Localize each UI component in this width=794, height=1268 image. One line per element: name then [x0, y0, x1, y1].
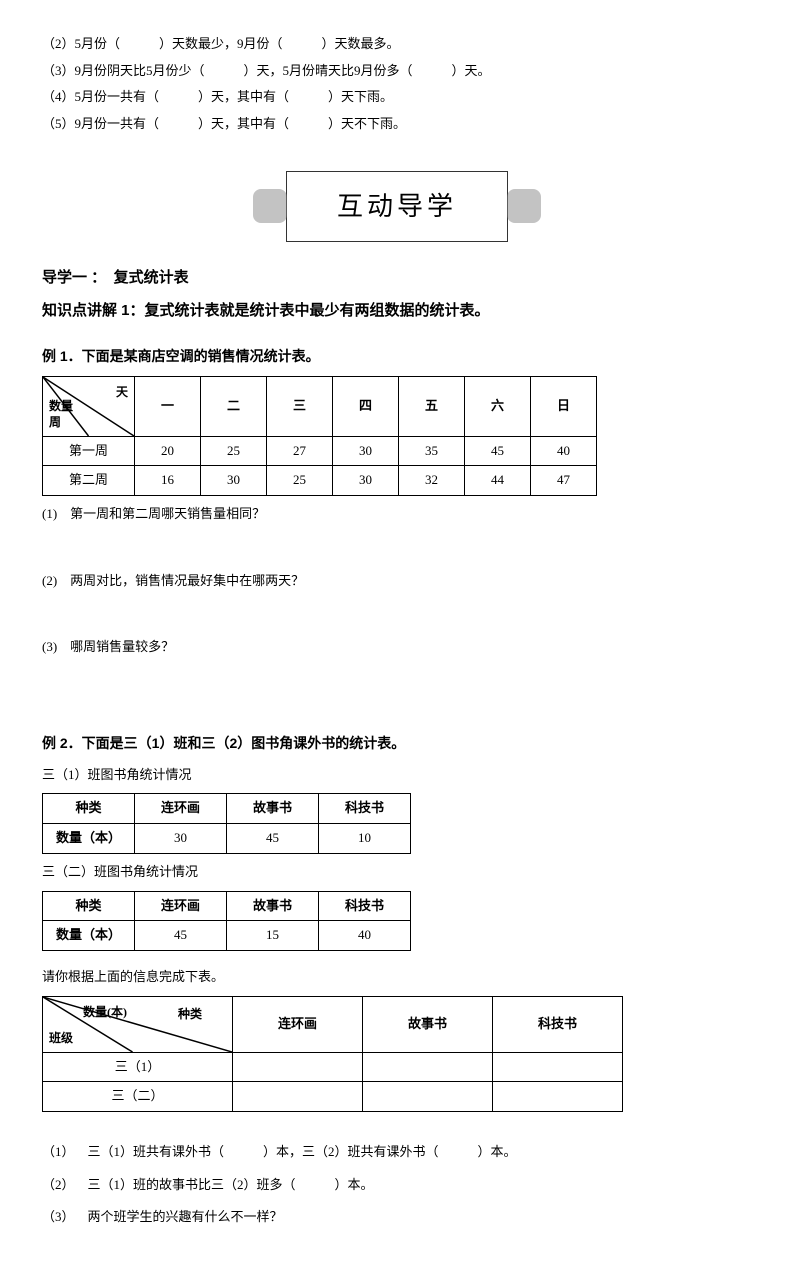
day-header: 六	[465, 376, 531, 436]
ex2-caption2: 三（二）班图书角统计情况	[42, 860, 752, 885]
blank-cell[interactable]	[233, 1082, 363, 1112]
day-header: 五	[399, 376, 465, 436]
col-header: 连环画	[233, 996, 363, 1052]
class2-table: 种类 连环画 故事书 科技书 数量（本） 45 15 40	[42, 891, 411, 951]
cell: 45	[465, 436, 531, 466]
combine-corner-right: 种类	[178, 1003, 202, 1026]
cell: 44	[465, 466, 531, 496]
knowledge-point-1: 知识点讲解 1：复式统计表就是统计表中最少有两组数据的统计表。	[42, 297, 752, 326]
ex1-q1: (1) 第一周和第二周哪天销售量相同？	[42, 502, 752, 527]
col-header: 故事书	[363, 996, 493, 1052]
corner-top: 天	[116, 381, 128, 404]
day-header: 四	[333, 376, 399, 436]
row-label: 数量（本）	[43, 921, 135, 951]
ex2-q1: （1） 三（1）班共有课外书（ ）本，三（2）班共有课外书（ ）本。	[42, 1140, 752, 1165]
cell: 32	[399, 466, 465, 496]
example2-title: 例 2．下面是三（1）班和三（2）图书角课外书的统计表。	[42, 730, 752, 757]
day-header: 一	[135, 376, 201, 436]
fill-blank-4: （4）5月份一共有（ ）天，其中有（ ）天下雨。	[42, 85, 752, 110]
blank-cell[interactable]	[233, 1052, 363, 1082]
table-row: 第二周 16 30 25 30 32 44 47	[43, 466, 597, 496]
cell: 40	[531, 436, 597, 466]
col-header: 种类	[43, 794, 135, 824]
ex1-q2: (2) 两周对比，销售情况最好集中在哪两天？	[42, 569, 752, 594]
ex2-q3: （3） 两个班学生的兴趣有什么不一样？	[42, 1205, 752, 1230]
day-header: 二	[201, 376, 267, 436]
blank-cell[interactable]	[493, 1052, 623, 1082]
cell: 30	[201, 466, 267, 496]
cell: 40	[319, 921, 411, 951]
row-label: 第二周	[43, 466, 135, 496]
cell: 45	[135, 921, 227, 951]
corner-bottom: 周	[49, 411, 61, 434]
col-header: 科技书	[319, 891, 411, 921]
ex2-q2: （2） 三（1）班的故事书比三（2）班多（ ）本。	[42, 1173, 752, 1198]
fill-blank-5: （5）9月份一共有（ ）天，其中有（ ）天不下雨。	[42, 112, 752, 137]
ex2-prompt: 请你根据上面的信息完成下表。	[42, 965, 752, 990]
example1-title: 例 1．下面是某商店空调的销售情况统计表。	[42, 343, 752, 370]
col-header: 种类	[43, 891, 135, 921]
combine-corner-bottom: 班级	[49, 1027, 73, 1050]
col-header: 科技书	[319, 794, 411, 824]
cell: 25	[267, 466, 333, 496]
section-banner: 互动导学	[286, 171, 508, 242]
cell: 35	[399, 436, 465, 466]
col-header: 故事书	[227, 794, 319, 824]
ex2-caption1: 三（1）班图书角统计情况	[42, 763, 752, 788]
table-row: 三（二）	[43, 1082, 623, 1112]
combine-corner: 数量(本) 种类 班级	[43, 996, 233, 1052]
row-label: 第一周	[43, 436, 135, 466]
cell: 27	[267, 436, 333, 466]
col-header: 连环画	[135, 794, 227, 824]
cell: 30	[333, 466, 399, 496]
cell: 47	[531, 466, 597, 496]
fill-blank-3: （3）9月份阴天比5月份少（ ）天，5月份晴天比9月份多（ ）天。	[42, 59, 752, 84]
fill-blank-2: （2）5月份（ ）天数最少，9月份（ ）天数最多。	[42, 32, 752, 57]
sales-table-corner: 天 数量 周	[43, 376, 135, 436]
section-banner-wrap: 互动导学	[42, 171, 752, 242]
cell: 15	[227, 921, 319, 951]
cell: 16	[135, 466, 201, 496]
table-row: 第一周 20 25 27 30 35 45 40	[43, 436, 597, 466]
sales-table: 天 数量 周 一 二 三 四 五 六 日 第一周 20 25 27 30 35 …	[42, 376, 597, 496]
cell: 10	[319, 824, 411, 854]
cell: 25	[201, 436, 267, 466]
cell: 30	[135, 824, 227, 854]
row-label: 三（二）	[43, 1082, 233, 1112]
col-header: 科技书	[493, 996, 623, 1052]
combine-corner-top: 数量(本)	[83, 1001, 127, 1024]
cell: 20	[135, 436, 201, 466]
section1-title: 导学一 ： 复式统计表	[42, 264, 752, 293]
table-row: 三（1）	[43, 1052, 623, 1082]
table-row: 数量（本） 30 45 10	[43, 824, 411, 854]
cell: 45	[227, 824, 319, 854]
cell: 30	[333, 436, 399, 466]
row-label: 三（1）	[43, 1052, 233, 1082]
col-header: 故事书	[227, 891, 319, 921]
day-header: 日	[531, 376, 597, 436]
blank-cell[interactable]	[363, 1082, 493, 1112]
blank-cell[interactable]	[493, 1082, 623, 1112]
combine-table: 数量(本) 种类 班级 连环画 故事书 科技书 三（1） 三（二）	[42, 996, 623, 1112]
class1-table: 种类 连环画 故事书 科技书 数量（本） 30 45 10	[42, 793, 411, 853]
col-header: 连环画	[135, 891, 227, 921]
day-header: 三	[267, 376, 333, 436]
row-label: 数量（本）	[43, 824, 135, 854]
blank-cell[interactable]	[363, 1052, 493, 1082]
table-row: 数量（本） 45 15 40	[43, 921, 411, 951]
ex1-q3: (3) 哪周销售量较多？	[42, 635, 752, 660]
